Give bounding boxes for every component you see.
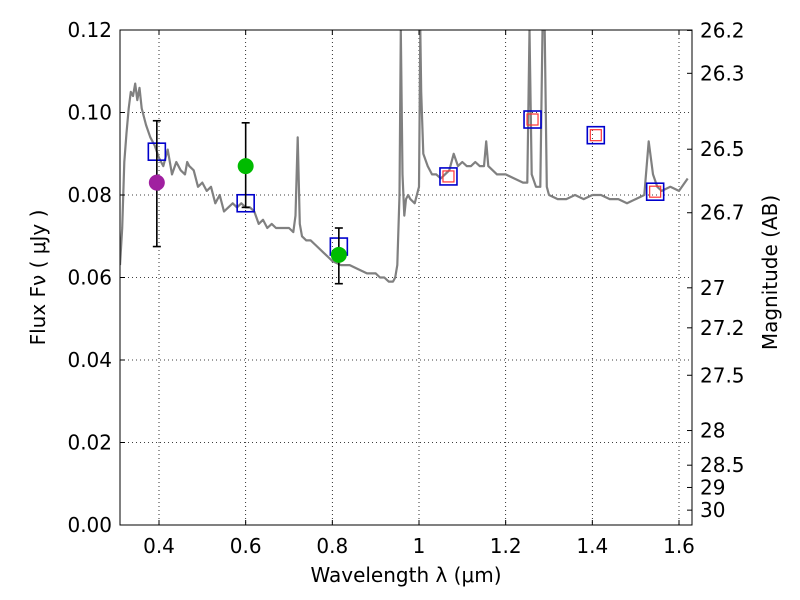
x-tick-label: 0.6 [230,534,262,558]
x-tick-label: 1.2 [490,534,522,558]
observed-point [237,158,254,175]
model-square-marker [586,125,606,145]
y-tick-label: 0.12 [67,18,112,42]
y2-tick-label: 26.3 [700,61,745,85]
y2-tick-label: 30 [700,498,725,522]
y2-tick-label: 28.5 [700,453,745,477]
model-square-marker [439,167,458,186]
y2-axis-title: Magnitude (AB) [758,195,782,350]
y2-tick-label: 27.2 [700,316,745,340]
y2-tick-label: 26.7 [700,201,745,225]
y2-tick-label: 27.5 [700,363,745,387]
model-spectrum-layer [120,30,689,283]
model-spectrum-line [120,30,689,283]
y2-tick-label: 29 [700,475,725,499]
inner-square-marker [589,129,602,142]
x-tick-label: 1.6 [663,534,695,558]
observed-point [148,174,165,191]
y-tick-label: 0.02 [67,431,112,455]
y-tick-label: 0.10 [67,101,112,125]
plot-frame [119,29,693,526]
inner-square-marker [649,185,662,198]
grid [120,29,692,526]
y2-tick-label: 26.2 [700,18,745,42]
inner-square-marker [526,113,539,126]
model-square-marker [523,110,542,129]
ticks: 0.4 0.6 0.8 1 1.2 1.4 1.6 0.00 0.02 0.04 0.06 0.08 0… [67,18,744,558]
y-axis-title: Flux Fν ( μJy ) [26,210,50,346]
x-tick-label: 0.4 [143,534,175,558]
markers-layer [147,110,665,285]
y2-tick-label: 28 [700,419,725,443]
observed-point [330,246,347,263]
y2-tick-label: 27 [700,276,725,300]
x-tick-label: 1.4 [576,534,608,558]
model-square-marker [645,182,665,201]
y-tick-label: 0.00 [67,513,112,537]
x-tick-label: 0.8 [316,534,348,558]
x-axis-title: Wavelength λ (μm) [310,563,501,587]
y-tick-label: 0.04 [67,348,112,372]
y-tick-label: 0.06 [67,266,112,290]
x-tick-label: 1 [413,534,426,558]
y-tick-label: 0.08 [67,183,112,207]
inner-square-marker [442,170,455,183]
y2-tick-label: 26.5 [700,137,745,161]
